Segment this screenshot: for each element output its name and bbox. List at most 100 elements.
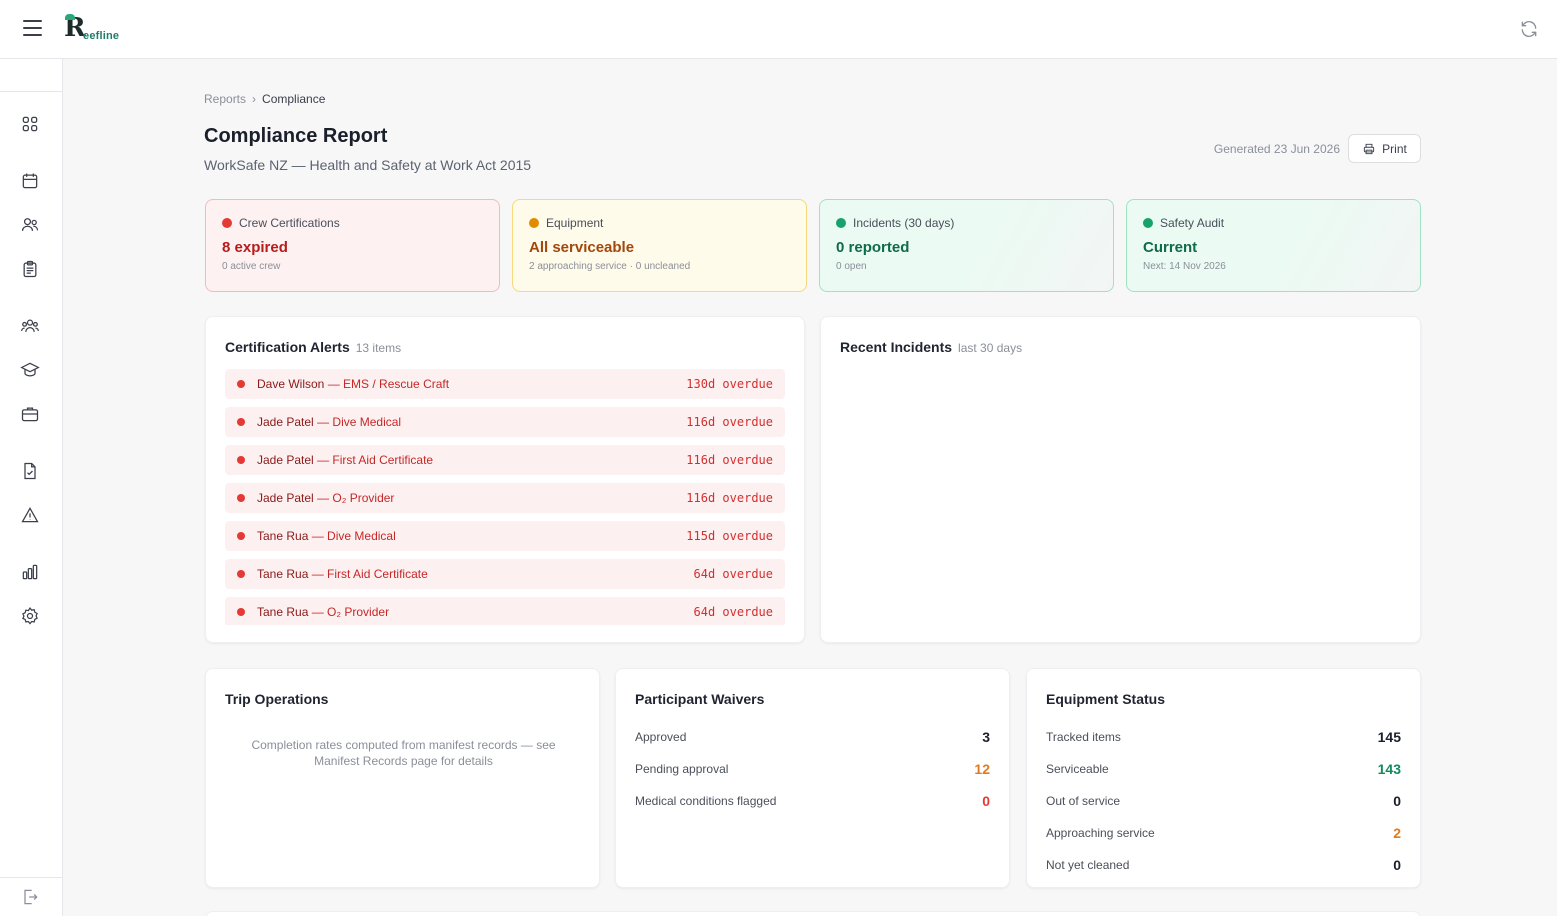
status-dot (836, 218, 846, 228)
reports-icon[interactable] (20, 562, 42, 584)
card-sub: Next: 14 Nov 2026 (1143, 261, 1226, 272)
item-count: 13 items (355, 341, 402, 355)
stat-value: 0 (1393, 793, 1401, 809)
calendar-icon[interactable] (20, 171, 42, 193)
overdue-days: 116d overdue (686, 415, 773, 429)
stat-value: 143 (1377, 761, 1401, 777)
trip-note: Completion rates computed from manifest … (251, 738, 556, 768)
breadcrumb: Reports › Compliance (204, 92, 325, 106)
breadcrumb-current: Compliance (262, 92, 326, 106)
top-bar: R eefline (0, 0, 1557, 59)
training-icon[interactable] (20, 360, 42, 382)
card-label: Crew Certifications (239, 216, 340, 230)
briefcase-icon[interactable] (20, 404, 42, 426)
card-sub: 0 active crew (222, 261, 281, 272)
users-icon[interactable] (20, 215, 42, 237)
crew-name: Tane Rua (257, 567, 309, 581)
stat-label: Pending approval (635, 762, 729, 776)
panel-title: Certification Alerts (225, 339, 350, 355)
stat-label: Out of service (1046, 794, 1121, 808)
alert-dot (237, 456, 245, 464)
gear-icon[interactable] (20, 606, 42, 628)
card-label: Safety Audit (1160, 216, 1225, 230)
print-button[interactable]: Print (1348, 134, 1421, 163)
panel-title: Equipment Status (1046, 691, 1166, 707)
alert-dot (237, 380, 245, 388)
cert-name: — First Aid Certificate (317, 453, 434, 467)
overdue-days: 116d overdue (686, 453, 773, 467)
stat-value: 145 (1377, 729, 1401, 745)
alert-row[interactable]: Tane Rua — O₂ Provider 64d overdue (225, 597, 785, 625)
alert-list[interactable]: Dave Wilson — EMS / Rescue Craft 130d ove… (225, 369, 785, 625)
stat-label: Tracked items (1046, 730, 1121, 744)
logout-icon[interactable] (20, 887, 42, 909)
card-value: 8 expired (222, 239, 288, 256)
alert-row[interactable]: Dave Wilson — EMS / Rescue Craft 130d ove… (225, 369, 785, 399)
alert-row[interactable]: Jade Patel — O₂ Provider 116d overdue (225, 483, 785, 513)
stat-row: Not yet cleaned 0 (1046, 849, 1401, 881)
status-dot (529, 218, 539, 228)
crew-name: Jade Patel (257, 415, 314, 429)
alert-row[interactable]: Tane Rua — Dive Medical 115d overdue (225, 521, 785, 551)
alert-row[interactable]: Jade Patel — Dive Medical 116d overdue (225, 407, 785, 437)
overdue-days: 115d overdue (686, 529, 773, 543)
stat-row: Out of service 0 (1046, 785, 1401, 817)
crew-name: Tane Rua (257, 605, 309, 619)
dashboard-icon[interactable] (20, 114, 42, 136)
card-value: Current (1143, 239, 1198, 256)
equipment-status-panel: Equipment Status Tracked items 145 Servic… (1026, 668, 1421, 888)
warning-icon[interactable] (20, 505, 42, 527)
panel-title: Recent Incidents (840, 339, 953, 355)
sidebar (0, 59, 63, 916)
card-value: 0 reported (836, 239, 910, 256)
stat-label: Medical conditions flagged (635, 794, 777, 808)
overdue-days: 130d overdue (686, 377, 773, 391)
panel-title: Trip Operations (225, 691, 329, 707)
menu-icon[interactable] (23, 20, 42, 36)
trip-operations-panel: Trip Operations Completion rates compute… (205, 668, 600, 888)
safety-audit-card[interactable]: Safety Audit Current Next: 14 Nov 2026 (1126, 199, 1421, 292)
alert-dot (237, 570, 245, 578)
crew-name: Tane Rua (257, 529, 309, 543)
alert-row[interactable]: Jade Patel — First Aid Certificate 116d o… (225, 445, 785, 475)
page-title: Compliance Report (204, 125, 388, 147)
stat-row: Tracked items 145 (1046, 721, 1401, 753)
stat-row: Serviceable 143 (1046, 753, 1401, 785)
recent-incidents-panel: Recent Incidents last 30 days (820, 316, 1421, 643)
incidents-card[interactable]: Incidents (30 days) 0 reported 0 open (819, 199, 1114, 292)
card-sub: 0 open (836, 261, 867, 272)
stat-row: Approaching service 2 (1046, 817, 1401, 849)
main-content: Reports › Compliance Compliance Report Wor… (63, 59, 1557, 916)
cert-name: — O₂ Provider (317, 491, 395, 505)
logo[interactable]: R eefline (64, 13, 120, 43)
stat-label: Serviceable (1046, 762, 1109, 776)
team-icon[interactable] (20, 316, 42, 338)
breadcrumb-parent[interactable]: Reports (204, 92, 247, 106)
cert-name: — O₂ Provider (311, 605, 390, 619)
cert-name: — First Aid Certificate (311, 567, 428, 581)
alert-dot (237, 608, 245, 616)
next-panel (205, 911, 1421, 916)
generated-date: Generated 23 Jun 2026 (1213, 142, 1340, 156)
alert-row[interactable]: Tane Rua — First Aid Certificate 64d over… (225, 559, 785, 589)
crew-certifications-card[interactable]: Crew Certifications 8 expired 0 active c… (205, 199, 500, 292)
stat-label: Approved (635, 730, 687, 744)
certification-alerts-panel: Certification Alerts 13 items Dave Wilson… (205, 316, 805, 643)
status-dot (222, 218, 232, 228)
clipboard-icon[interactable] (20, 259, 42, 281)
printer-icon (1364, 143, 1375, 154)
stat-row: Medical conditions flagged 0 (635, 785, 990, 817)
cert-name: — Dive Medical (311, 529, 396, 543)
alert-dot (237, 418, 245, 426)
print-label: Print (1382, 141, 1407, 156)
document-check-icon[interactable] (20, 461, 42, 483)
page-subtitle: WorkSafe NZ — Health and Safety at Work … (204, 157, 532, 173)
stat-row: Pending approval 12 (635, 753, 990, 785)
card-sub: 2 approaching service · 0 uncleaned (529, 261, 691, 272)
stat-row: Approved 3 (635, 721, 990, 753)
stat-value: 2 (1393, 825, 1401, 841)
overdue-days: 64d overdue (693, 605, 773, 619)
refresh-icon[interactable] (1519, 19, 1539, 39)
equipment-card[interactable]: Equipment All serviceable 2 approaching … (512, 199, 807, 292)
card-value: All serviceable (529, 239, 635, 256)
